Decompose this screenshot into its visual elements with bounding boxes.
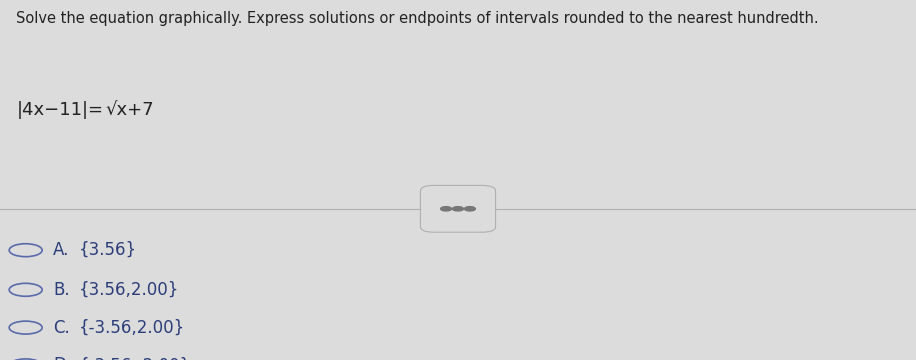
Text: B.: B. [53, 281, 70, 299]
Text: {3.56,2.00}: {3.56,2.00} [79, 281, 180, 299]
Text: {3.56}: {3.56} [79, 241, 136, 259]
Circle shape [464, 207, 475, 211]
Text: C.: C. [53, 319, 70, 337]
Text: √x+7: √x+7 [105, 101, 154, 119]
Text: A.: A. [53, 241, 70, 259]
Text: |4x−11|=: |4x−11|= [16, 101, 104, 119]
Text: {-3.56,-2.00}: {-3.56,-2.00} [79, 356, 191, 360]
FancyBboxPatch shape [420, 185, 496, 232]
Text: Solve the equation graphically. Express solutions or endpoints of intervals roun: Solve the equation graphically. Express … [16, 11, 819, 26]
Circle shape [441, 207, 452, 211]
Circle shape [453, 207, 463, 211]
Text: D.: D. [53, 356, 71, 360]
Text: {-3.56,2.00}: {-3.56,2.00} [79, 319, 185, 337]
